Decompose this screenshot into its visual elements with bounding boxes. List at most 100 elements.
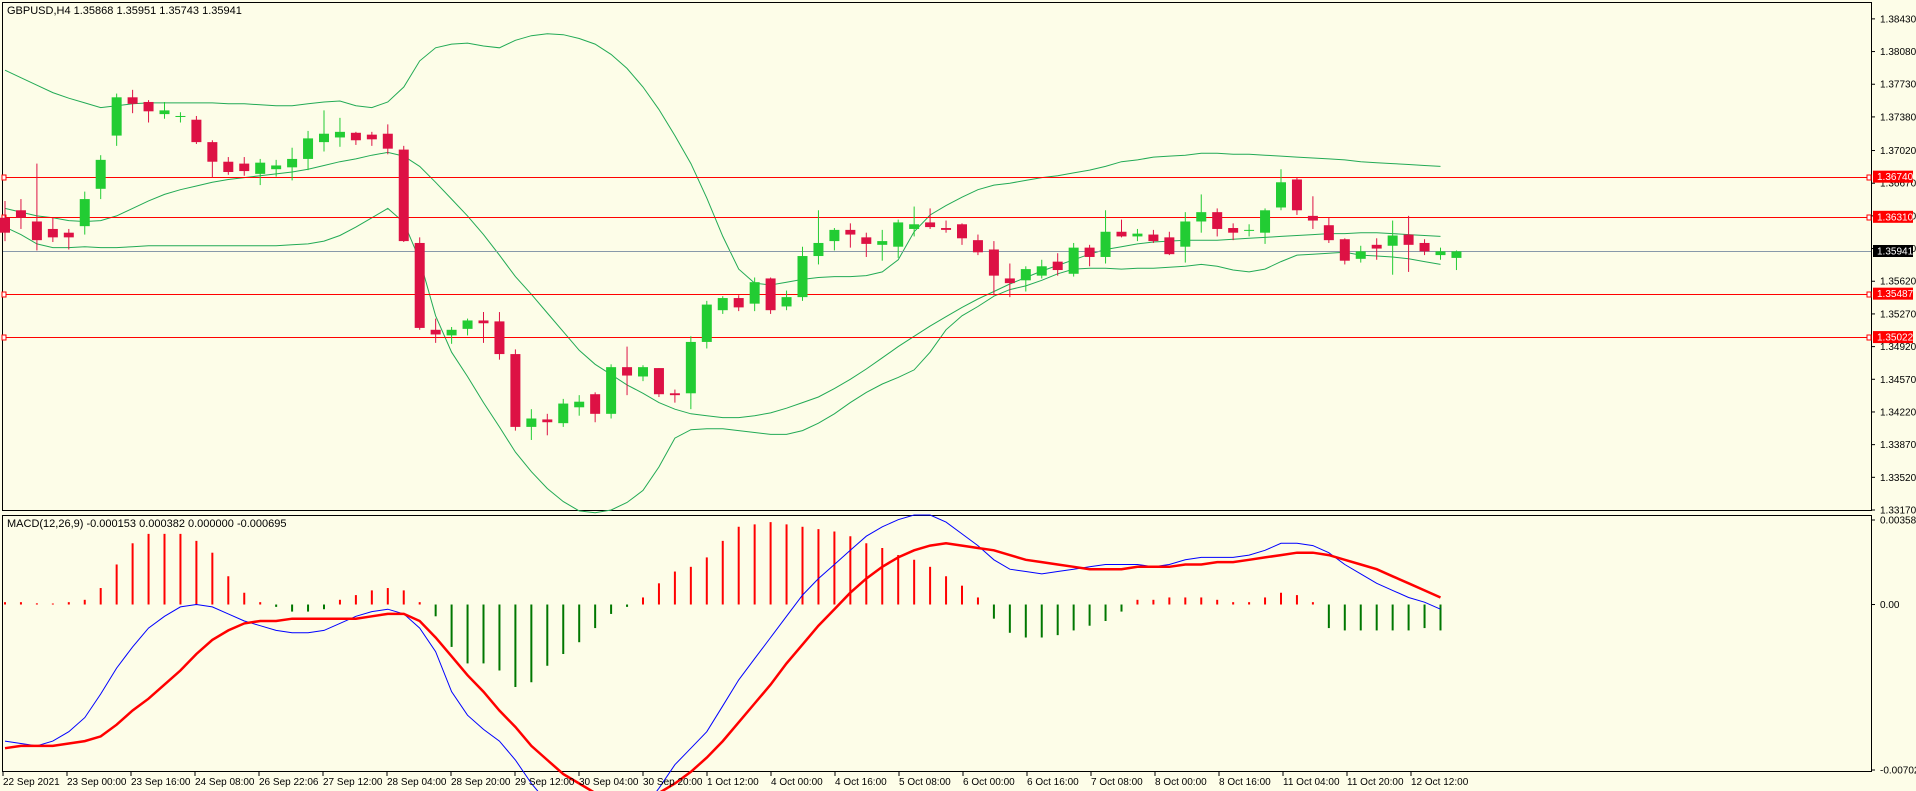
time-tick-label: 11 Oct 04:00 — [1283, 777, 1340, 788]
candle-body — [606, 367, 617, 414]
price-pane-border — [2, 2, 1872, 511]
price-tick-label: 1.38080 — [1880, 47, 1916, 58]
candle-body — [622, 367, 633, 376]
price-tick-label: 1.37730 — [1880, 80, 1916, 91]
time-tick-label: 6 Oct 16:00 — [1027, 777, 1079, 788]
candle-body — [941, 228, 952, 230]
time-tick-label: 4 Oct 00:00 — [771, 777, 823, 788]
candle-body — [526, 418, 537, 427]
candle-body — [1036, 266, 1047, 276]
candle-body — [382, 133, 393, 149]
price-tick-label: 1.37020 — [1880, 146, 1916, 157]
candle-body — [1132, 233, 1143, 237]
level-price-box — [1873, 170, 1913, 183]
candle-body — [1228, 228, 1239, 233]
candle-body — [478, 320, 489, 324]
time-tick-label: 5 Oct 08:00 — [899, 777, 951, 788]
macd-tick-label: 0.003588 — [1880, 516, 1916, 527]
candle-body — [1164, 237, 1175, 255]
candle-body — [638, 367, 648, 377]
candle-body — [1148, 234, 1159, 242]
level-handle-right-3 — [1866, 291, 1872, 298]
time-tick-label: 23 Sep 00:00 — [67, 777, 127, 788]
candle-body — [1196, 212, 1207, 222]
horizontal-levels[interactable] — [1, 174, 1872, 341]
time-tick-label: 11 Oct 20:00 — [1347, 777, 1404, 788]
candle-body — [111, 97, 122, 136]
price-tick-label: 1.34570 — [1880, 375, 1916, 386]
candle-body — [159, 110, 170, 115]
level-price-label: 1.36740 — [1877, 172, 1914, 183]
candle-body — [1387, 235, 1398, 246]
candle-body — [733, 298, 744, 308]
candle-body — [845, 229, 856, 235]
candle-body — [1371, 244, 1382, 249]
macd-info-label: MACD(12,26,9) -0.000153 0.000382 0.00000… — [7, 518, 287, 530]
candle-body — [223, 161, 234, 172]
candle-body — [749, 282, 760, 304]
level-handle-left-3 — [1, 291, 7, 298]
macd-signal-line — [4, 542, 1442, 791]
time-tick-label: 26 Sep 22:06 — [259, 777, 319, 788]
current-price-box — [1873, 245, 1913, 257]
macd-line — [4, 514, 1441, 791]
level-price-box — [1873, 210, 1913, 223]
price-tick-label: 1.34920 — [1880, 342, 1916, 353]
candle-body — [271, 165, 282, 170]
candle-body — [653, 368, 664, 395]
candle-body — [15, 210, 26, 218]
candle-body — [334, 131, 345, 138]
time-tick-label: 6 Oct 00:00 — [963, 777, 1015, 788]
price-tick-label: 1.35620 — [1880, 277, 1916, 288]
candle-body — [1084, 247, 1095, 257]
candle-body — [909, 224, 920, 229]
candle-body — [1323, 225, 1334, 241]
candle-body — [287, 158, 298, 168]
candle-body — [893, 222, 904, 247]
candle-body — [175, 115, 186, 117]
level-price-label: 1.35487 — [1877, 289, 1914, 300]
candle-body — [988, 249, 999, 276]
candle-body — [542, 419, 553, 423]
candle-body — [255, 162, 266, 174]
candle-body — [813, 242, 824, 257]
level-handle-right-1 — [1866, 174, 1872, 181]
candle-body — [63, 232, 74, 238]
candle-body — [79, 199, 90, 227]
candle-body — [1260, 210, 1271, 233]
time-tick-label: 28 Sep 04:00 — [387, 777, 447, 788]
time-axis: 22 Sep 2021 23 Sep 00:00 23 Sep 16:00 24 Se… — [2, 772, 1469, 788]
macd-tick-label: -0.007025 — [1880, 766, 1916, 777]
candle-body — [1355, 251, 1366, 259]
candle-body — [398, 149, 409, 242]
level-handle-left-4 — [1, 334, 7, 341]
time-tick-label: 12 Oct 12:00 — [1411, 777, 1469, 788]
candle-body — [877, 241, 888, 245]
candle-body — [701, 304, 712, 342]
candle-body — [1068, 247, 1079, 274]
candle-body — [446, 329, 457, 336]
candle-body — [303, 138, 314, 159]
candle-body — [861, 237, 872, 244]
candle-body — [1212, 212, 1223, 229]
candle-body — [430, 329, 441, 335]
candle-body — [319, 133, 329, 143]
candle-body — [972, 240, 983, 253]
candle-body — [957, 224, 967, 239]
level-handle-right-4 — [1866, 334, 1872, 341]
time-tick-label: 28 Sep 20:00 — [451, 777, 511, 788]
time-tick-label: 8 Oct 16:00 — [1219, 777, 1271, 788]
time-tick-label: 4 Oct 16:00 — [835, 777, 887, 788]
candle-body — [574, 401, 585, 408]
candle-body — [414, 242, 425, 328]
price-tick-label: 1.36670 — [1880, 179, 1916, 190]
candle-body — [1100, 231, 1111, 257]
time-tick-label: 29 Sep 12:00 — [515, 777, 575, 788]
price-tick-label: 1.34220 — [1880, 407, 1916, 418]
level-price-label: 1.35022 — [1877, 333, 1914, 344]
time-tick-label: 24 Sep 08:00 — [195, 777, 255, 788]
candle-body — [797, 256, 808, 298]
bollinger-upper — [4, 33, 1441, 286]
